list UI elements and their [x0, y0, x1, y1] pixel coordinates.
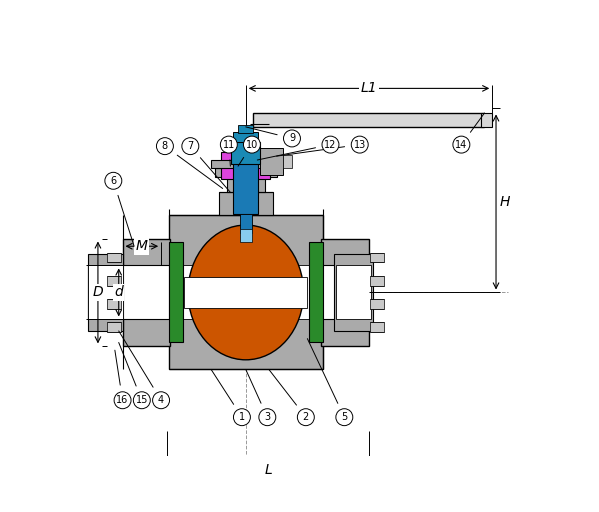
Bar — [309, 242, 323, 343]
Bar — [243, 152, 249, 179]
Circle shape — [322, 136, 339, 153]
Circle shape — [156, 138, 173, 155]
Text: 12: 12 — [324, 140, 337, 150]
Circle shape — [243, 136, 261, 153]
Bar — [283, 155, 292, 168]
Bar — [184, 277, 307, 308]
Circle shape — [351, 136, 368, 153]
Text: 1: 1 — [239, 412, 245, 422]
Bar — [240, 229, 252, 242]
Bar — [234, 132, 258, 142]
Bar — [211, 160, 280, 168]
Bar — [107, 300, 121, 309]
Circle shape — [234, 409, 250, 425]
Bar — [169, 266, 323, 319]
Text: 14: 14 — [455, 140, 467, 150]
Bar — [334, 254, 373, 331]
Bar — [169, 216, 323, 370]
Bar — [370, 300, 383, 309]
Ellipse shape — [188, 225, 304, 360]
Text: H: H — [500, 195, 510, 209]
Bar — [123, 239, 170, 346]
Text: 13: 13 — [353, 140, 366, 150]
Bar — [321, 239, 369, 346]
Bar — [88, 254, 123, 331]
Circle shape — [182, 138, 199, 155]
Bar — [107, 253, 121, 263]
Bar — [370, 253, 383, 263]
Bar — [88, 266, 123, 319]
Text: 15: 15 — [135, 395, 148, 405]
Bar — [231, 142, 261, 164]
Bar — [480, 113, 492, 127]
Bar — [226, 177, 265, 193]
Circle shape — [259, 409, 276, 425]
Bar — [336, 266, 371, 319]
Bar — [219, 193, 273, 216]
Bar — [259, 148, 283, 176]
Bar — [321, 266, 359, 319]
Text: 2: 2 — [302, 412, 309, 422]
Text: d: d — [114, 286, 123, 300]
Text: 16: 16 — [116, 395, 129, 405]
Bar — [107, 276, 121, 286]
Text: L: L — [264, 462, 272, 477]
Text: D: D — [93, 286, 103, 300]
Text: M: M — [136, 239, 148, 253]
Bar — [215, 168, 277, 177]
Text: 11: 11 — [223, 140, 235, 150]
Text: 4: 4 — [158, 395, 164, 405]
Text: L1: L1 — [361, 81, 377, 95]
Circle shape — [153, 392, 170, 409]
Bar — [249, 152, 270, 179]
Text: 5: 5 — [341, 412, 347, 422]
Bar — [370, 323, 383, 332]
Bar — [107, 323, 121, 332]
Bar — [234, 152, 258, 214]
Bar — [169, 242, 183, 343]
Text: 9: 9 — [289, 134, 295, 143]
Circle shape — [114, 392, 131, 409]
Circle shape — [134, 392, 150, 409]
Bar — [221, 152, 243, 179]
Bar — [238, 125, 253, 133]
Circle shape — [105, 173, 122, 189]
Text: 6: 6 — [110, 176, 116, 186]
Text: 10: 10 — [246, 140, 258, 150]
Text: 8: 8 — [162, 141, 168, 151]
Circle shape — [453, 136, 470, 153]
Circle shape — [283, 130, 301, 147]
Circle shape — [336, 409, 353, 425]
Bar — [240, 214, 252, 233]
Circle shape — [220, 136, 237, 153]
Bar — [253, 113, 485, 127]
Bar — [370, 276, 383, 286]
Text: 3: 3 — [264, 412, 270, 422]
Bar — [88, 266, 169, 319]
Circle shape — [297, 409, 314, 425]
Text: 7: 7 — [187, 141, 193, 151]
